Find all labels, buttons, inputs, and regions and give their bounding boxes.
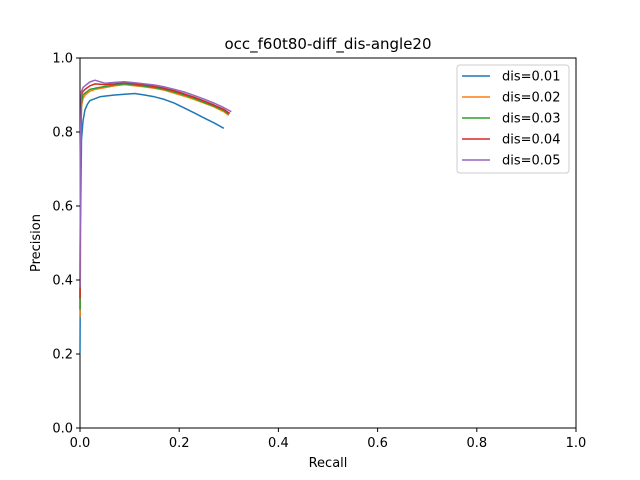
- y-tick-label: 0.4: [52, 274, 73, 289]
- y-axis: 0.0 0.2 0.4 0.6 0.8 1.0: [52, 52, 80, 437]
- y-tick-label: 0.8: [52, 126, 73, 141]
- legend-label: dis=0.03: [502, 112, 560, 127]
- y-axis-label: Precision: [29, 214, 44, 272]
- legend-label: dis=0.04: [502, 133, 560, 148]
- y-tick-label: 0.2: [52, 348, 73, 363]
- plot-area: 0.0 0.2 0.4 0.6 0.8 1.0 0.0 0.2 0.4 0.6 0.8 1.0: [52, 52, 586, 452]
- x-axis: 0.0 0.2 0.4 0.6 0.8 1.0: [70, 428, 587, 451]
- x-tick-label: 0.4: [268, 436, 289, 451]
- series-line-1: [79, 92, 225, 355]
- x-tick-label: 0.6: [367, 436, 388, 451]
- series-layer: [79, 79, 232, 355]
- x-tick-label: 0.2: [169, 436, 190, 451]
- x-axis-label: Recall: [309, 456, 348, 471]
- y-tick-label: 0.0: [52, 422, 73, 437]
- y-tick-label: 0.6: [52, 200, 73, 215]
- y-tick-label: 1.0: [52, 52, 73, 67]
- x-tick-label: 0.0: [70, 436, 91, 451]
- legend-label: dis=0.01: [502, 70, 560, 85]
- series-line-5: [79, 79, 232, 288]
- series-line-3: [79, 83, 230, 310]
- legend-box: [456, 64, 570, 174]
- chart-title: occ_f60t80-diff_dis-angle20: [224, 35, 431, 54]
- x-tick-label: 0.8: [466, 436, 487, 451]
- legend: dis=0.01 dis=0.02 dis=0.03 dis=0.04 dis=0.05: [456, 64, 570, 174]
- x-tick-label: 1.0: [566, 436, 587, 451]
- legend-label: dis=0.05: [502, 154, 560, 169]
- legend-label: dis=0.02: [502, 91, 560, 106]
- series-line-4: [79, 82, 231, 299]
